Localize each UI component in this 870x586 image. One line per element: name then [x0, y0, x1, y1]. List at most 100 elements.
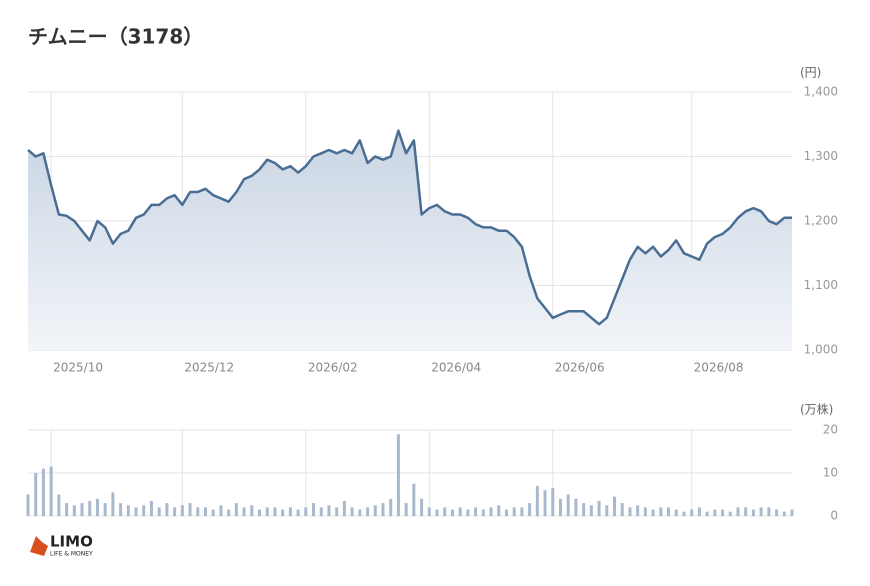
- volume-bar: [157, 507, 161, 516]
- volume-bar: [697, 507, 701, 516]
- volume-bar: [481, 509, 485, 516]
- volume-bar: [196, 507, 200, 516]
- volume-bar: [188, 503, 192, 516]
- price-line: [27, 129, 792, 326]
- y-tick-label: 1,400: [804, 85, 838, 99]
- y-tick-label: 10: [823, 466, 838, 480]
- volume-bar: [335, 507, 339, 516]
- y-tick-label: 1,000: [804, 343, 838, 357]
- volume-bar: [721, 509, 725, 516]
- logo-name: LIMO: [50, 533, 93, 551]
- volume-bar: [88, 500, 92, 516]
- volume-bar: [504, 509, 508, 516]
- volume-bar: [427, 507, 431, 516]
- volume-bar: [667, 507, 671, 516]
- volume-bar: [242, 507, 246, 516]
- volume-bar: [674, 509, 678, 516]
- volume-bar: [203, 507, 207, 516]
- volume-bar: [450, 509, 454, 516]
- volume-bar: [57, 494, 61, 516]
- volume-bar: [381, 503, 385, 516]
- volume-bar: [95, 498, 99, 516]
- volume-bar: [126, 505, 130, 516]
- volume-bar: [690, 509, 694, 516]
- x-tick-label: 2026/08: [694, 361, 744, 375]
- volume-bar: [566, 494, 570, 516]
- volume-bar: [281, 509, 285, 516]
- volume-bar: [435, 509, 439, 516]
- y-tick-label: 1,300: [804, 149, 838, 163]
- volume-bar: [728, 511, 732, 516]
- volume-bar: [80, 503, 84, 516]
- logo-tagline: LIFE & MONEY: [50, 551, 93, 558]
- volume-bar: [443, 507, 447, 516]
- volume-bar: [782, 511, 786, 516]
- volume-bar: [751, 509, 755, 516]
- y-tick-label: 0: [830, 509, 838, 523]
- volume-bar: [319, 507, 323, 516]
- volume-bar: [458, 507, 462, 516]
- volume-bar: [288, 507, 292, 516]
- x-tick-label: 2026/02: [308, 361, 358, 375]
- area-fill: [28, 130, 792, 350]
- y-tick-label: 1,100: [804, 278, 838, 292]
- volume-bar: [366, 507, 370, 516]
- volume-bar: [589, 505, 593, 516]
- volume-bar: [34, 473, 38, 516]
- y-tick-label: 1,200: [804, 214, 838, 228]
- logo: LIMO LIFE & MONEY: [30, 533, 93, 558]
- volume-bar: [551, 488, 555, 516]
- volume-bar: [705, 511, 709, 516]
- volume-bar: [173, 507, 177, 516]
- volume-bar: [134, 507, 138, 516]
- volume-bar: [342, 500, 346, 516]
- volume-bar: [528, 503, 532, 516]
- y-unit: (万株): [800, 402, 833, 417]
- volume-bar: [474, 507, 478, 516]
- volume-bar: [605, 505, 609, 516]
- volume-bar: [489, 507, 493, 516]
- volume-bar: [165, 503, 169, 516]
- volume-bar: [543, 490, 547, 516]
- volume-bar: [767, 507, 771, 516]
- volume-bar: [49, 466, 53, 516]
- volume-bar: [72, 505, 76, 516]
- volume-bar: [651, 509, 655, 516]
- volume-bar: [41, 468, 45, 516]
- volume-bar: [558, 498, 562, 516]
- volume-bar: [744, 507, 748, 516]
- volume-bar: [389, 498, 393, 516]
- volume-bar: [535, 485, 539, 516]
- volume-bar: [620, 503, 624, 516]
- x-tick-label: 2026/04: [431, 361, 481, 375]
- volume-bar: [350, 507, 354, 516]
- volume-bar: [273, 507, 277, 516]
- volume-bar: [180, 505, 184, 516]
- volume-bar: [628, 507, 632, 516]
- chart-title: チムニー（3178）: [28, 25, 203, 49]
- volume-bar: [574, 498, 578, 516]
- volume-bar: [250, 505, 254, 516]
- volume-bar: [582, 503, 586, 516]
- volume-bar: [713, 509, 717, 516]
- volume-bar: [613, 496, 617, 516]
- volume-bar: [659, 507, 663, 516]
- volume-bar: [790, 509, 794, 516]
- volume-bar: [119, 503, 123, 516]
- volume-bar: [65, 503, 69, 516]
- volume-bar: [258, 509, 262, 516]
- volume-bar: [420, 498, 424, 516]
- x-tick-label: 2025/12: [184, 361, 234, 375]
- volume-bar: [597, 500, 601, 516]
- volume-bar: [211, 509, 215, 516]
- volume-bar: [373, 505, 377, 516]
- y-unit: (円): [800, 66, 821, 80]
- volume-bar: [643, 507, 647, 516]
- volume-bar: [26, 494, 30, 516]
- volume-bar: [219, 505, 223, 516]
- y-tick-label: 20: [823, 423, 838, 437]
- volume-bar: [142, 505, 146, 516]
- logo-icon: [30, 536, 48, 556]
- volume-bar: [234, 503, 238, 516]
- volume-bar: [512, 507, 516, 516]
